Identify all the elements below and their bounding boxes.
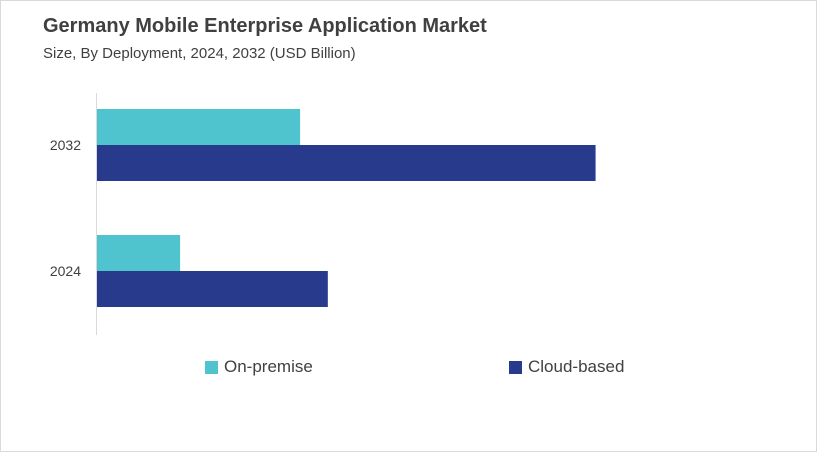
legend-swatch-cloud-based [509, 360, 522, 374]
bar-on-premise-2024 [97, 235, 181, 271]
legend-swatch-on-premise [205, 360, 218, 374]
y-tick-label-2024: 2024 [50, 263, 81, 279]
legend-item-cloud-based: Cloud-based [509, 357, 624, 377]
chart-title: Germany Mobile Enterprise Application Ma… [43, 15, 487, 37]
bar-cloud-based-2024 [97, 271, 328, 307]
legend: On-premise Cloud-based [1, 357, 817, 381]
chart-subtitle: Size, By Deployment, 2024, 2032 (USD Bil… [43, 45, 356, 62]
legend-item-on-premise: On-premise [205, 357, 313, 377]
bar-on-premise-2032 [97, 109, 301, 145]
legend-label-on-premise: On-premise [224, 357, 313, 376]
legend-label-cloud-based: Cloud-based [528, 357, 625, 376]
bar-cloud-based-2032 [97, 145, 596, 181]
y-tick-label-2032: 2032 [50, 137, 81, 153]
